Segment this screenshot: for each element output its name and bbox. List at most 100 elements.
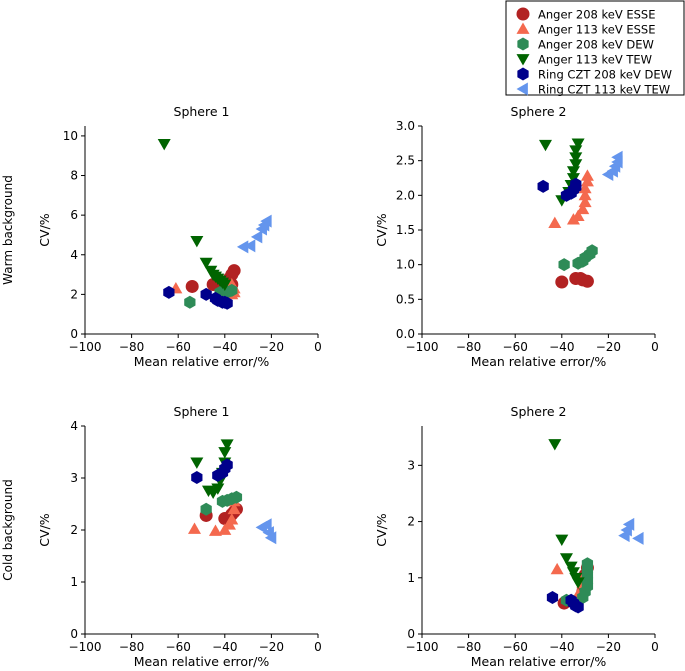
x-tick-label: −40 <box>212 340 237 354</box>
legend-label: Ring CZT 113 keV TEW <box>538 83 670 97</box>
data-point <box>555 534 569 547</box>
data-point <box>538 139 552 152</box>
y-tick-label: 6 <box>70 208 78 222</box>
series-ring-czt-208-kev-dew <box>537 177 582 202</box>
x-tick-label: 0 <box>651 340 659 354</box>
x-axis-label: Mean relative error/% <box>471 354 607 369</box>
data-point <box>548 216 562 228</box>
y-tick-label: 1 <box>70 575 78 589</box>
data-point <box>190 236 204 248</box>
legend-marker <box>516 54 530 66</box>
data-point <box>218 279 232 291</box>
y-tick-label: 4 <box>70 248 78 262</box>
data-point <box>611 150 623 164</box>
x-tick-label: −80 <box>119 640 144 654</box>
x-tick-label: −60 <box>166 640 191 654</box>
y-tick-label: 8 <box>70 169 78 183</box>
data-point <box>200 287 212 301</box>
subplot-title: Sphere 2 <box>511 404 567 419</box>
series-anger-113-kev-esse <box>548 169 594 228</box>
x-tick-label: −20 <box>259 340 284 354</box>
x-tick-label: −60 <box>166 340 191 354</box>
legend-label: Ring CZT 208 keV DEW <box>538 68 672 82</box>
legend-entry: Ring CZT 113 keV TEW <box>516 82 670 97</box>
subplot-title: Sphere 1 <box>174 404 230 419</box>
series-ring-czt-113-kev-tew <box>618 517 644 545</box>
data-point <box>537 179 549 193</box>
x-tick-label: −100 <box>69 340 102 354</box>
legend-label: Anger 208 keV DEW <box>538 38 654 52</box>
data-point <box>260 518 272 532</box>
data-point <box>566 166 580 178</box>
x-tick-label: −20 <box>596 340 621 354</box>
legend-marker <box>516 22 530 34</box>
x-tick-label: 0 <box>651 640 659 654</box>
data-point <box>218 447 232 459</box>
series-ring-czt-208-kev-dew <box>546 590 584 614</box>
x-tick-label: 0 <box>314 640 322 654</box>
legend-marker <box>516 7 530 21</box>
data-point <box>157 138 171 151</box>
data-point <box>578 181 592 194</box>
data-point <box>555 275 569 289</box>
legend-marker <box>517 37 529 51</box>
y-tick-label: 2.0 <box>396 188 415 202</box>
data-point <box>227 264 241 278</box>
data-point <box>221 296 233 310</box>
y-tick-label: 0 <box>70 327 78 341</box>
data-point <box>236 240 249 254</box>
row-label-cold: Cold background <box>1 479 15 580</box>
subplot-title: Sphere 1 <box>174 104 230 119</box>
y-tick-label: 2 <box>407 515 415 529</box>
y-tick-label: 1.5 <box>396 223 415 237</box>
y-tick-label: 0.0 <box>396 327 415 341</box>
data-point <box>586 244 598 258</box>
y-tick-label: 3 <box>407 458 415 472</box>
data-point <box>569 145 583 157</box>
x-tick-label: −80 <box>456 340 481 354</box>
data-point <box>208 524 222 536</box>
subplot-title: Sphere 2 <box>511 104 567 119</box>
data-point <box>225 513 239 525</box>
data-point <box>188 522 202 534</box>
y-axis-label: CV/% <box>37 213 52 246</box>
series-ring-czt-113-kev-tew <box>601 150 623 182</box>
data-point <box>632 531 644 545</box>
x-axis-label: Mean relative error/% <box>134 354 270 369</box>
subplot-4: −100 −80 −60 −40 −20 0 0 1 2 3 Sphere 2 Mean relati… <box>374 404 659 669</box>
legend-entry: Anger 113 keV ESSE <box>516 22 656 37</box>
data-point <box>578 188 592 201</box>
x-axis-label: Mean relative error/% <box>471 654 607 669</box>
legend-frame <box>505 0 685 96</box>
data-point <box>185 279 199 293</box>
data-point <box>546 590 559 604</box>
x-tick-label: −20 <box>259 640 284 654</box>
legend-label: Anger 208 keV ESSE <box>538 8 656 22</box>
data-point <box>211 483 225 495</box>
y-tick-label: 1.0 <box>396 258 415 272</box>
x-tick-label: 0 <box>314 340 322 354</box>
legend-marker <box>516 82 528 96</box>
data-point <box>580 274 594 288</box>
y-tick-label: 3.0 <box>396 119 415 133</box>
legend-entry: Ring CZT 208 keV DEW <box>517 67 672 82</box>
legend-label: Anger 113 keV TEW <box>538 53 652 67</box>
data-point <box>566 173 580 185</box>
series-anger-208-kev-dew <box>560 557 594 607</box>
x-tick-label: −40 <box>549 340 574 354</box>
data-point <box>200 502 212 516</box>
series-anger-113-kev-tew <box>157 138 232 291</box>
x-tick-label: −60 <box>503 640 528 654</box>
subplot-1: −100 −80 −60 −40 −20 0 0 2 4 6 8 10 Sphere 1 Mean rel… <box>37 104 322 369</box>
data-point <box>550 562 564 575</box>
x-axis-label: Mean relative error/% <box>134 654 270 669</box>
data-point <box>580 169 594 181</box>
x-tick-label: −100 <box>406 640 439 654</box>
y-axis-label: CV/% <box>374 213 389 246</box>
data-point <box>576 202 590 215</box>
data-point <box>250 230 263 244</box>
data-point <box>622 517 635 531</box>
y-tick-label: 1 <box>407 571 415 585</box>
